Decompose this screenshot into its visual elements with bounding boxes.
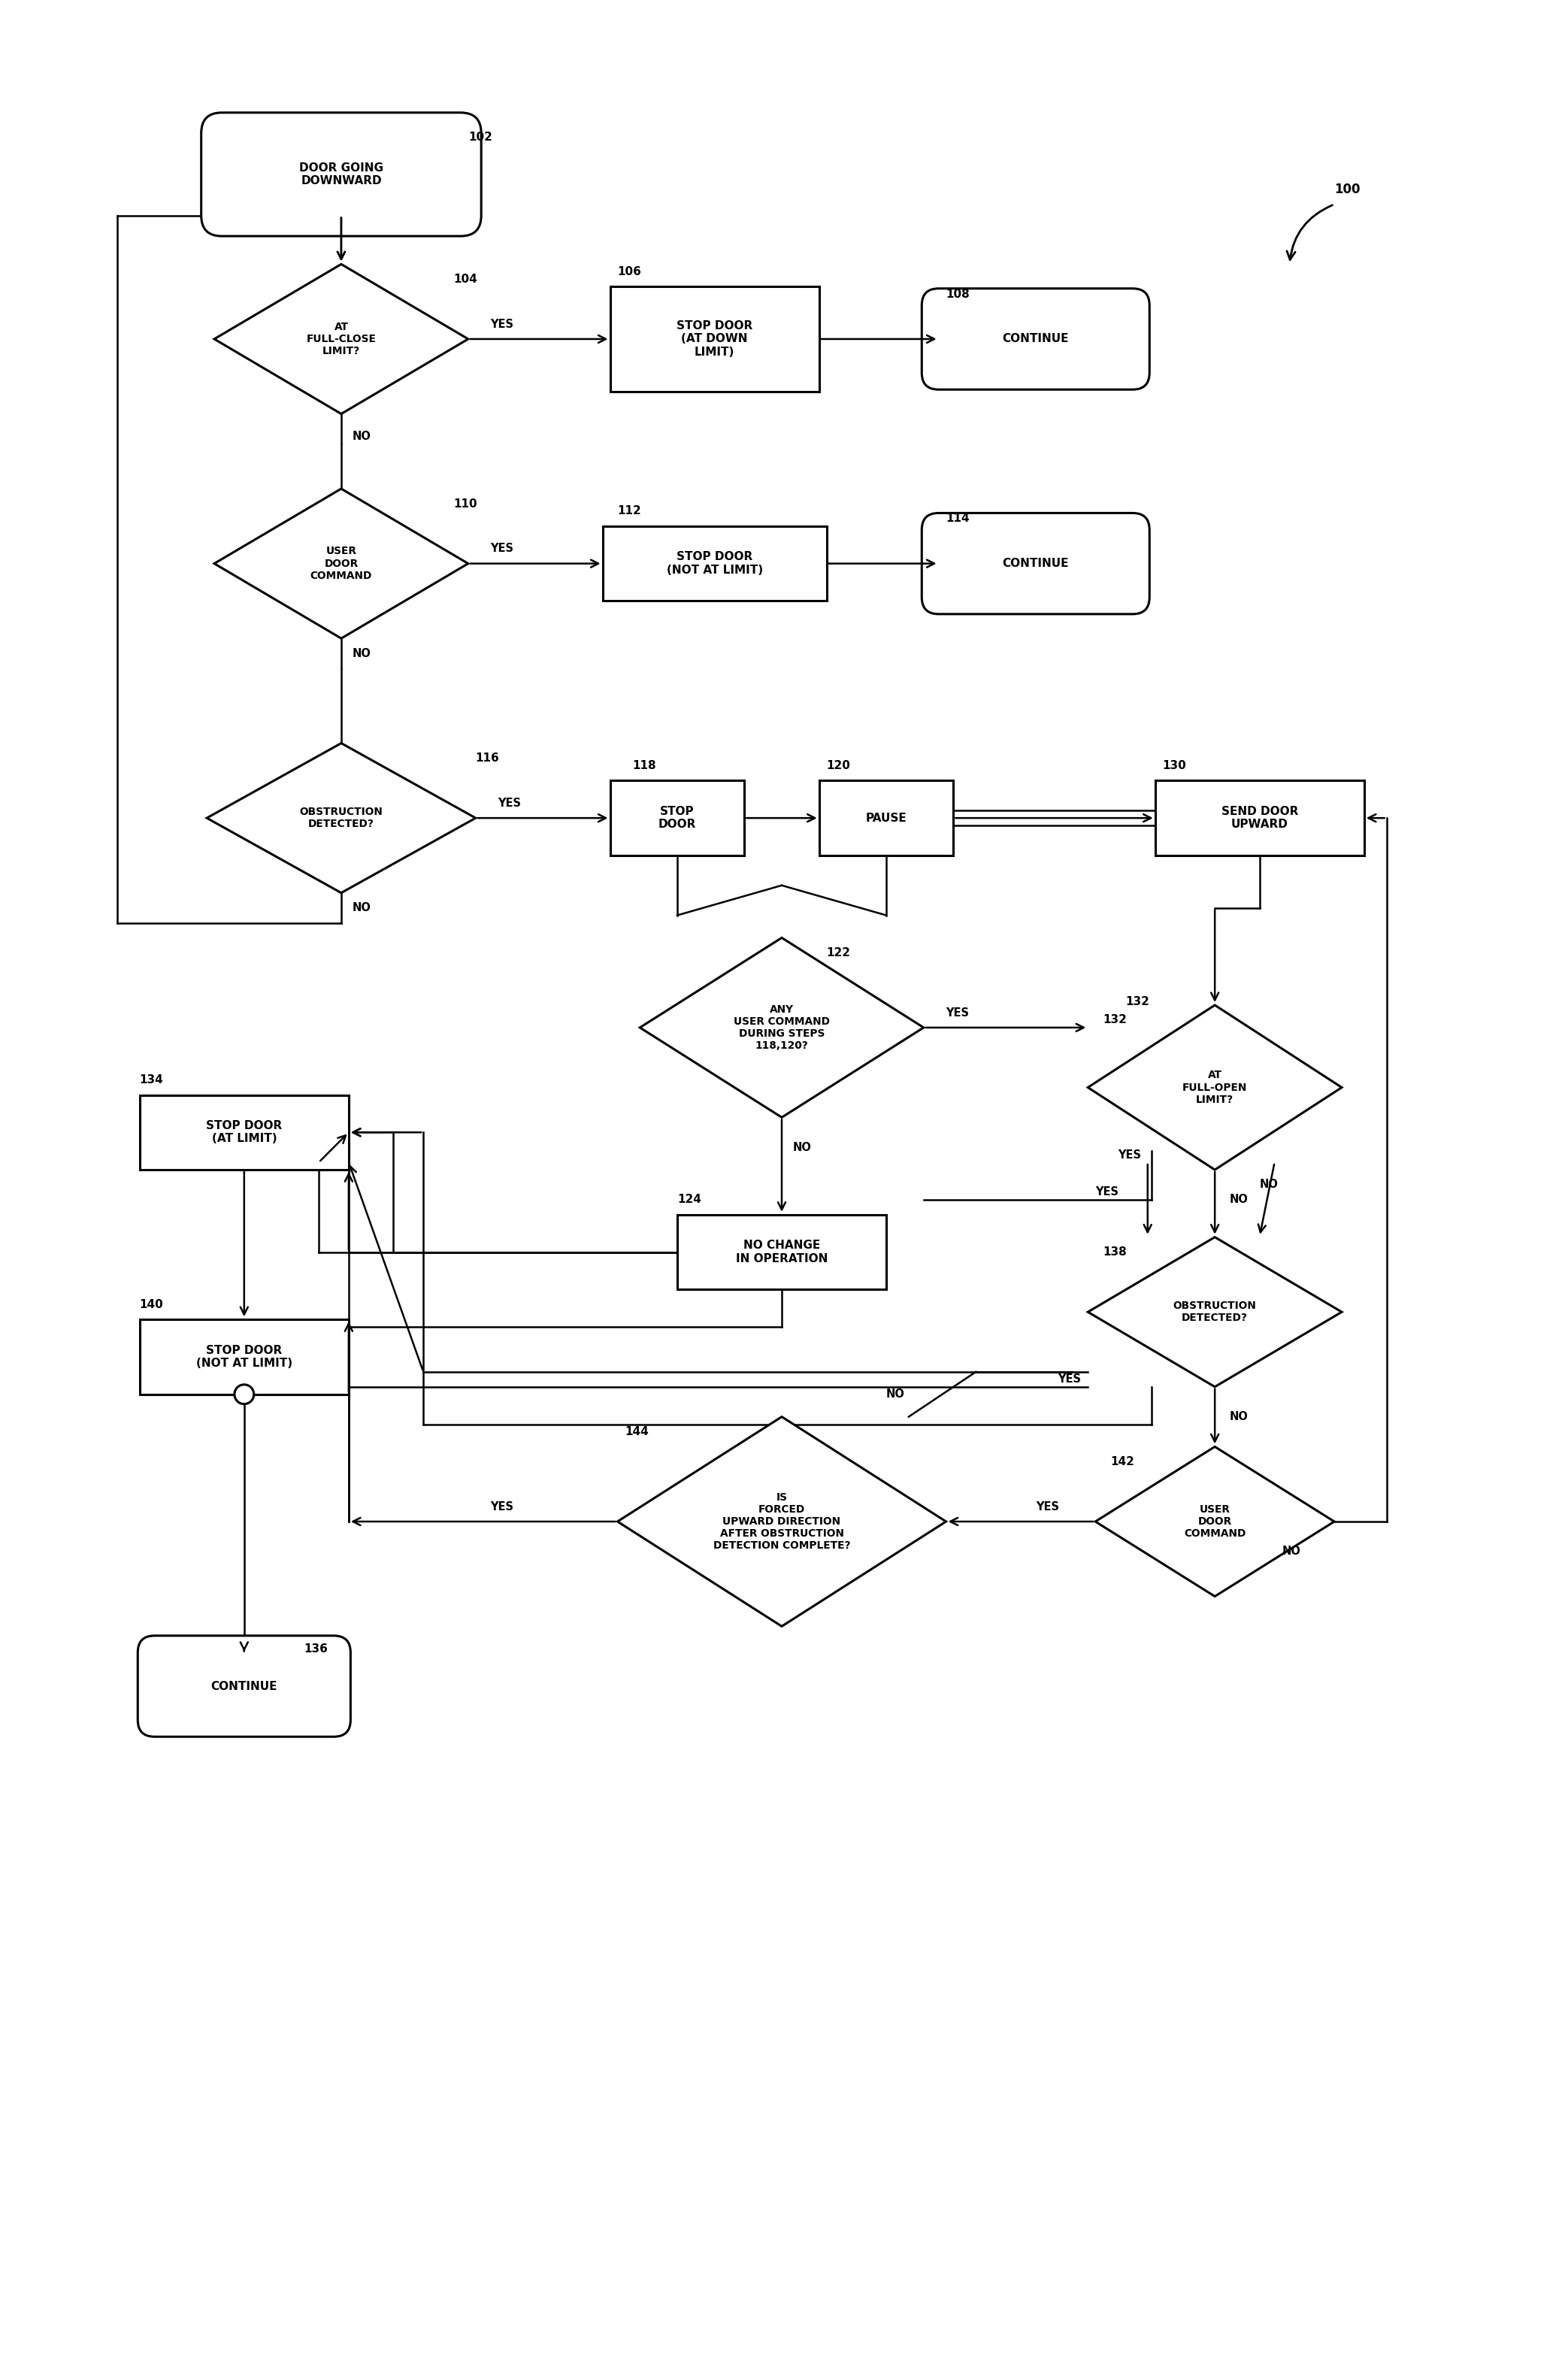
Text: YES: YES [1118, 1149, 1142, 1161]
Text: 134: 134 [140, 1074, 163, 1086]
Text: PAUSE: PAUSE [866, 811, 906, 823]
Bar [140, 1320, 348, 1395]
Circle shape [235, 1384, 254, 1405]
Text: AT
FULL-OPEN
LIMIT?: AT FULL-OPEN LIMIT? [1182, 1069, 1247, 1104]
Text: 102: 102 [469, 132, 492, 142]
Bar [1156, 780, 1364, 856]
Text: ANY
USER COMMAND
DURING STEPS
118,120?: ANY USER COMMAND DURING STEPS 118,120? [734, 1005, 829, 1050]
FancyBboxPatch shape [922, 513, 1149, 615]
Text: IS
FORCED
UPWARD DIRECTION
AFTER OBSTRUCTION
DETECTION COMPLETE?: IS FORCED UPWARD DIRECTION AFTER OBSTRUC… [713, 1492, 850, 1551]
Text: 136: 136 [304, 1644, 328, 1656]
Text: NO: NO [353, 430, 372, 442]
Text: YES: YES [491, 319, 514, 329]
Bar [602, 525, 826, 601]
Text: 112: 112 [618, 506, 641, 518]
Text: YES: YES [1058, 1374, 1082, 1386]
Text: NO: NO [793, 1142, 812, 1154]
Text: 138: 138 [1102, 1246, 1127, 1258]
Text: NO: NO [1229, 1412, 1248, 1421]
Polygon shape [215, 265, 469, 414]
Text: USER
DOOR
COMMAND: USER DOOR COMMAND [310, 546, 372, 582]
Text: STOP DOOR
(AT DOWN
LIMIT): STOP DOOR (AT DOWN LIMIT) [676, 319, 753, 357]
Polygon shape [1096, 1447, 1334, 1596]
Text: USER
DOOR
COMMAND: USER DOOR COMMAND [1184, 1504, 1247, 1540]
Text: 144: 144 [626, 1426, 649, 1438]
Text: 142: 142 [1110, 1457, 1134, 1466]
Text: 124: 124 [677, 1194, 701, 1206]
Polygon shape [618, 1417, 946, 1627]
Text: AT
FULL-CLOSE
LIMIT?: AT FULL-CLOSE LIMIT? [306, 322, 376, 357]
Text: NO: NO [1229, 1194, 1248, 1206]
Text: YES: YES [491, 544, 514, 553]
Bar [818, 780, 953, 856]
Text: SEND DOOR
UPWARD: SEND DOOR UPWARD [1221, 806, 1298, 830]
Bar [610, 286, 818, 393]
Text: 118: 118 [632, 759, 655, 771]
Text: 114: 114 [946, 513, 969, 525]
Text: 100: 100 [1334, 182, 1359, 196]
Bar [610, 780, 745, 856]
Text: NO: NO [1259, 1180, 1278, 1190]
Text: NO: NO [353, 648, 372, 660]
Text: 140: 140 [140, 1298, 163, 1310]
Text: CONTINUE: CONTINUE [1002, 558, 1069, 570]
Text: 122: 122 [826, 946, 850, 958]
Polygon shape [640, 939, 924, 1116]
Text: YES: YES [491, 1502, 514, 1511]
Text: STOP
DOOR: STOP DOOR [659, 806, 696, 830]
Text: 120: 120 [826, 759, 850, 771]
Text: CONTINUE: CONTINUE [210, 1682, 278, 1691]
Polygon shape [1088, 1237, 1342, 1386]
Bar [140, 1095, 348, 1171]
Text: YES: YES [499, 797, 521, 809]
Text: 110: 110 [453, 499, 477, 508]
Text: 132: 132 [1102, 1015, 1127, 1026]
Text: 108: 108 [946, 289, 971, 300]
Text: NO: NO [1283, 1547, 1301, 1556]
FancyBboxPatch shape [138, 1637, 351, 1736]
Text: 104: 104 [453, 274, 477, 284]
Text: DOOR GOING
DOWNWARD: DOOR GOING DOWNWARD [299, 163, 383, 187]
Text: NO CHANGE
IN OPERATION: NO CHANGE IN OPERATION [735, 1239, 828, 1265]
Text: STOP DOOR
(NOT AT LIMIT): STOP DOOR (NOT AT LIMIT) [196, 1346, 292, 1369]
Text: STOP DOOR
(NOT AT LIMIT): STOP DOOR (NOT AT LIMIT) [666, 551, 762, 575]
Text: STOP DOOR
(AT LIMIT): STOP DOOR (AT LIMIT) [205, 1121, 282, 1145]
FancyBboxPatch shape [922, 289, 1149, 390]
Text: OBSTRUCTION
DETECTED?: OBSTRUCTION DETECTED? [1173, 1301, 1256, 1324]
Text: YES: YES [946, 1007, 969, 1019]
Text: 130: 130 [1162, 759, 1187, 771]
Polygon shape [1088, 1005, 1342, 1171]
Text: CONTINUE: CONTINUE [1002, 333, 1069, 345]
Text: OBSTRUCTION
DETECTED?: OBSTRUCTION DETECTED? [299, 806, 383, 830]
Text: NO: NO [886, 1388, 905, 1400]
Text: 132: 132 [1126, 996, 1149, 1007]
Text: 116: 116 [475, 752, 500, 764]
Text: NO: NO [353, 901, 372, 913]
Text: YES: YES [1035, 1502, 1058, 1511]
Polygon shape [215, 490, 469, 639]
Text: 106: 106 [618, 265, 641, 277]
Bar [677, 1216, 886, 1289]
FancyBboxPatch shape [201, 114, 481, 237]
Text: YES: YES [1096, 1187, 1118, 1197]
Polygon shape [207, 743, 475, 894]
